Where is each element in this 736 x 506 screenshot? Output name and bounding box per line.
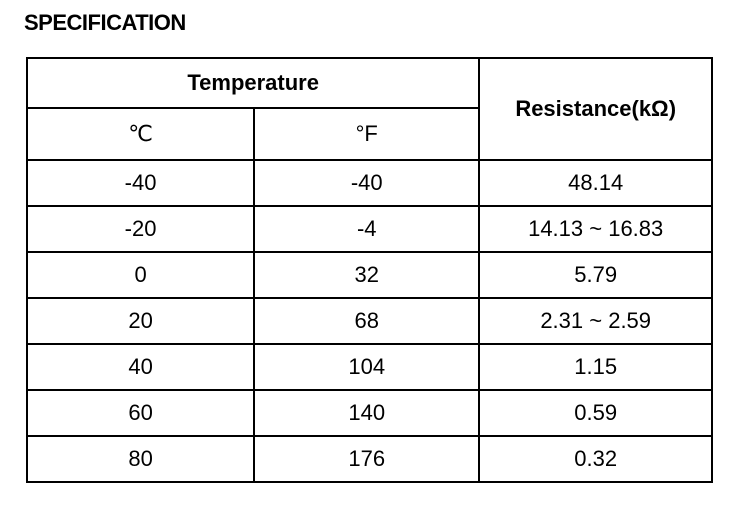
- fahrenheit-cell: 68: [253, 297, 481, 345]
- celsius-header: ℃: [25, 107, 256, 161]
- celsius-cell: 20: [25, 297, 256, 345]
- table-row: 40 104 1.15: [25, 343, 713, 391]
- fahrenheit-cell: -4: [253, 205, 481, 253]
- celsius-cell: 40: [25, 343, 256, 391]
- resistance-cell: 0.32: [478, 435, 713, 483]
- fahrenheit-cell: 140: [253, 389, 481, 437]
- page-title: SPECIFICATION: [24, 10, 186, 35]
- celsius-cell: -40: [25, 159, 256, 207]
- celsius-cell: 60: [25, 389, 256, 437]
- celsius-cell: 80: [25, 435, 256, 483]
- table-row: -40 -40 48.14: [25, 159, 713, 207]
- fahrenheit-cell: -40: [253, 159, 481, 207]
- celsius-cell: -20: [25, 205, 256, 253]
- temperature-header: Temperature: [25, 57, 481, 109]
- table-row: 0 32 5.79: [25, 251, 713, 299]
- table-row: 80 176 0.32: [25, 435, 713, 483]
- resistance-cell: 0.59: [478, 389, 713, 437]
- resistance-cell: 14.13 ~ 16.83: [478, 205, 713, 253]
- fahrenheit-cell: 104: [253, 343, 481, 391]
- celsius-cell: 0: [25, 251, 256, 299]
- table-row: -20 -4 14.13 ~ 16.83: [25, 205, 713, 253]
- resistance-header: Resistance(kΩ): [478, 57, 713, 161]
- resistance-cell: 48.14: [478, 159, 713, 207]
- fahrenheit-cell: 176: [253, 435, 481, 483]
- table-row: 60 140 0.59: [25, 389, 713, 437]
- table-row: 20 68 2.31 ~ 2.59: [25, 297, 713, 345]
- fahrenheit-cell: 32: [253, 251, 481, 299]
- fahrenheit-header: °F: [253, 107, 481, 161]
- spec-table: Temperature Resistance(kΩ) ℃ °F -40 -40 48…: [25, 57, 713, 483]
- resistance-cell: 2.31 ~ 2.59: [478, 297, 713, 345]
- table-body: -40 -40 48.14 -20 -4 14.13 ~ 16.83 0 32 5.79 20 68…: [25, 159, 713, 483]
- resistance-cell: 1.15: [478, 343, 713, 391]
- resistance-cell: 5.79: [478, 251, 713, 299]
